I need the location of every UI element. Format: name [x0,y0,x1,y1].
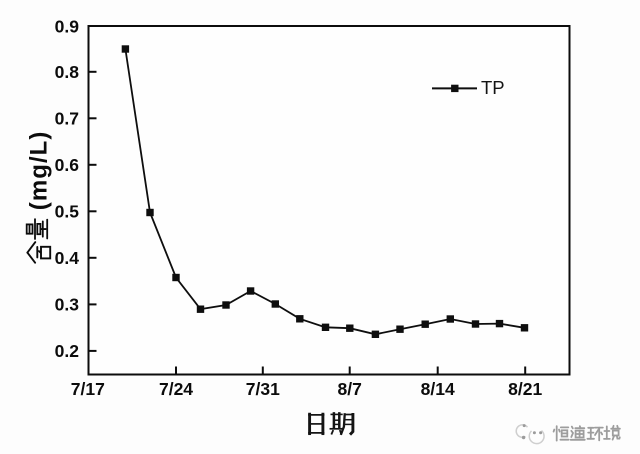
svg-text:0.3: 0.3 [55,295,80,315]
svg-text:0.7: 0.7 [55,109,79,129]
svg-text:0.5: 0.5 [55,202,80,222]
svg-text:7/17: 7/17 [71,379,105,399]
svg-text:7/24: 7/24 [159,379,193,399]
svg-text:0.8: 0.8 [55,62,80,82]
svg-text:7/31: 7/31 [246,379,280,399]
svg-text:TP: TP [481,77,505,98]
svg-text:0.6: 0.6 [55,155,80,175]
svg-text:0.4: 0.4 [55,248,80,268]
svg-text:8/14: 8/14 [421,379,455,399]
svg-text:0.9: 0.9 [55,16,80,36]
svg-text:8/7: 8/7 [338,379,362,399]
svg-text:8/21: 8/21 [508,379,542,399]
svg-text:(mg/L): (mg/L) [25,131,52,211]
svg-text:0.2: 0.2 [55,341,80,361]
